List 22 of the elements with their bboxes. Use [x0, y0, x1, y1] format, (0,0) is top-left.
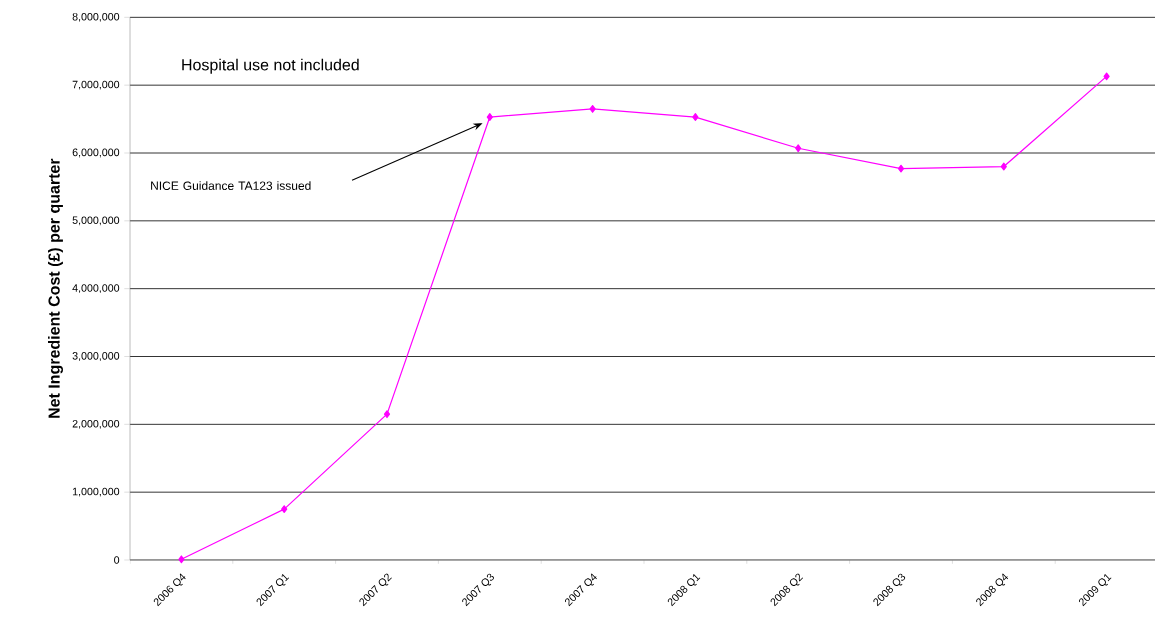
annotation: Hospital use not included [182, 58, 359, 74]
point [589, 104, 596, 113]
point [692, 113, 699, 121]
y-tick-label: 1,000,000 [72, 487, 120, 497]
point [178, 555, 185, 564]
point [795, 144, 802, 153]
y-tick-label: 7,000,000 [72, 80, 120, 90]
y-tick-label: 3,000,000 [72, 352, 120, 361]
y-tick-label: 5,000,000 [72, 216, 120, 226]
annotation: NICE Guidance TA123 issued [151, 181, 311, 190]
point [1103, 72, 1110, 81]
point [1000, 162, 1007, 171]
y-tick-label: 0 [114, 556, 120, 564]
point [486, 113, 493, 121]
y-tick-label: 4,000,000 [72, 284, 120, 294]
y-tick-label: 8,000,000 [72, 12, 120, 22]
point [281, 505, 288, 514]
point [897, 164, 905, 173]
y-axis-title: Net Ingredient Cost (£) per quarter [48, 158, 63, 418]
y-tick-label: 2,000,000 [72, 419, 120, 429]
point [383, 410, 391, 419]
y-tick-label: 6,000,000 [72, 148, 120, 158]
